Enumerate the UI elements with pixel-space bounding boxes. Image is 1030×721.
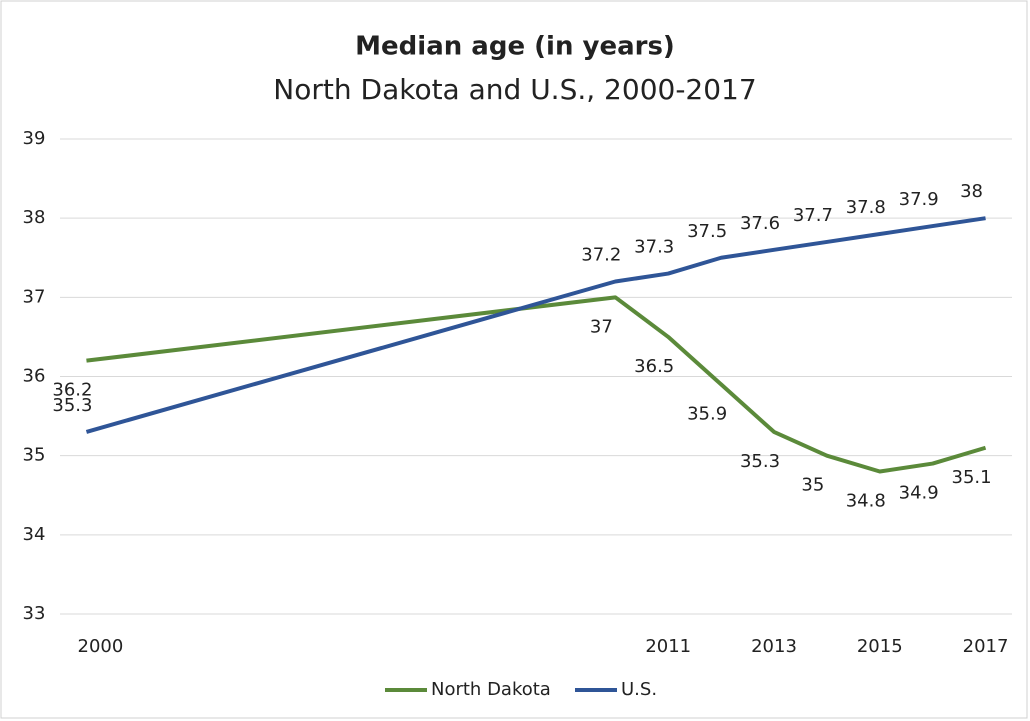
y-tick-label: 36 — [23, 366, 46, 387]
data-label: 36.5 — [634, 356, 674, 377]
data-label: 38 — [960, 181, 983, 202]
data-label: 37.2 — [581, 245, 621, 266]
x-tick-label: 2015 — [857, 636, 903, 657]
data-label: 37.6 — [740, 213, 780, 234]
data-label: 37.5 — [687, 221, 727, 242]
data-label: 36.2 — [52, 380, 92, 401]
x-tick-label: 2017 — [963, 636, 1009, 657]
data-label: 35.1 — [952, 467, 992, 488]
data-label: 34.9 — [899, 483, 939, 504]
data-label: 37 — [590, 316, 613, 337]
data-label: 37.7 — [793, 205, 833, 226]
data-label: 35.3 — [52, 395, 92, 416]
data-label: 34.8 — [846, 491, 886, 512]
y-tick-label: 35 — [23, 445, 46, 466]
y-tick-label: 39 — [23, 128, 46, 149]
y-tick-label: 34 — [23, 524, 46, 545]
chart-subtitle: North Dakota and U.S., 2000-2017 — [273, 73, 756, 106]
data-label: 37.8 — [846, 197, 886, 218]
x-tick-label: 2013 — [751, 636, 797, 657]
y-tick-label: 33 — [23, 603, 46, 624]
data-label: 35.9 — [687, 403, 727, 424]
y-tick-label: 37 — [23, 286, 46, 307]
data-label: 35.3 — [740, 451, 780, 472]
x-tick-label: 2000 — [78, 636, 124, 657]
series-line — [85, 216, 986, 434]
data-label: 37.9 — [899, 189, 939, 210]
data-label: 37.3 — [634, 237, 674, 258]
data-label: 35 — [801, 475, 824, 496]
legend-label: U.S. — [621, 679, 657, 700]
series-line — [86, 295, 987, 474]
legend-label: North Dakota — [431, 679, 551, 700]
x-tick-label: 2011 — [645, 636, 691, 657]
chart-title: Median age (in years) — [355, 32, 675, 62]
y-tick-label: 38 — [23, 207, 46, 228]
